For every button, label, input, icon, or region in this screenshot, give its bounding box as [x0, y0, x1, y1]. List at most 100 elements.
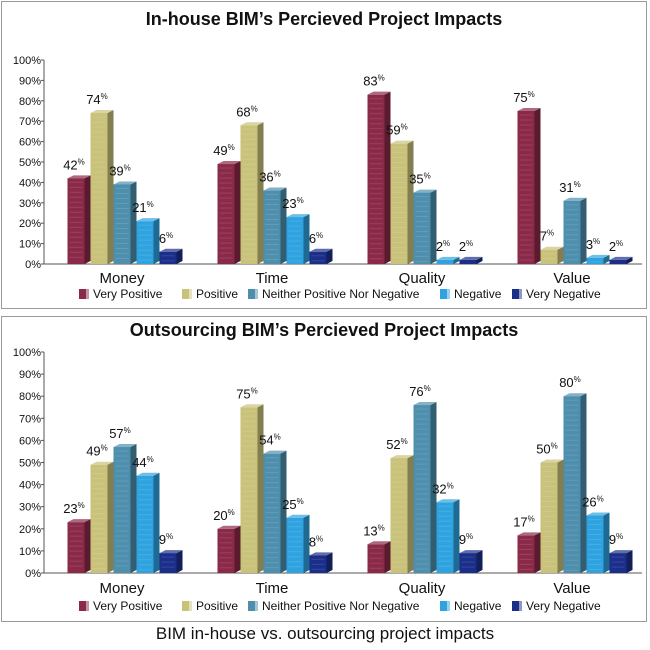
inhouse-chart-panel: In-house BIM’s Percieved Project Impacts… — [1, 1, 647, 309]
outsourcing-y-tick-label: 60% — [19, 435, 41, 447]
inhouse-data-label: 42% — [63, 157, 85, 172]
outsourcing-legend-label-positive: Positive — [196, 599, 238, 613]
inhouse-legend-swatch-positive — [182, 289, 189, 299]
outsourcing-bar-quality-very_positive — [367, 541, 391, 573]
outsourcing-bar-money-neither — [113, 444, 137, 573]
inhouse-data-label: 6% — [159, 231, 173, 246]
outsourcing-legend-swatch-very_positive — [79, 601, 86, 611]
inhouse-legend-swatch-very_negative — [512, 289, 519, 299]
outsourcing-y-tick-label: 40% — [19, 480, 41, 492]
outsourcing-category-label: Value — [553, 580, 590, 597]
inhouse-data-label: 49% — [213, 143, 235, 158]
inhouse-data-label: 23% — [282, 196, 304, 211]
outsourcing-bar-time-neither — [263, 450, 287, 573]
inhouse-data-label: 7% — [540, 229, 554, 244]
inhouse-bar-time-negative — [286, 214, 310, 264]
outsourcing-y-tick-label: 70% — [19, 413, 41, 425]
inhouse-legend: Very Positive Positive Neither Positive No… — [79, 287, 601, 301]
outsourcing-bar-time-very_positive — [217, 525, 241, 573]
outsourcing-data-label: 25% — [282, 497, 304, 512]
inhouse-y-tick-label: 60% — [19, 137, 41, 149]
outsourcing-chart-title: Outsourcing BIM’s Percieved Project Impa… — [130, 320, 518, 340]
figure-caption: BIM in-house vs. outsourcing project imp… — [155, 624, 495, 643]
inhouse-bar-money-negative — [136, 218, 160, 264]
inhouse-legend-label-positive: Positive — [196, 287, 238, 301]
inhouse-legend-swatch-neither — [248, 289, 255, 299]
outsourcing-data-label: 44% — [132, 455, 154, 470]
inhouse-bar-time-positive — [240, 122, 264, 264]
outsourcing-data-label: 8% — [309, 534, 323, 549]
inhouse-legend-swatch-very_positive — [79, 289, 86, 299]
outsourcing-legend-swatch-very_negative — [512, 601, 519, 611]
outsourcing-legend: Very Positive Positive Neither Positive No… — [79, 599, 601, 613]
outsourcing-legend-label-neither: Neither Positive Nor Negative — [262, 599, 420, 613]
inhouse-category-label: Money — [99, 270, 145, 287]
inhouse-bar-value-positive — [540, 246, 564, 264]
inhouse-data-label: 3% — [586, 237, 600, 252]
outsourcing-legend-label-very_positive: Very Positive — [93, 599, 163, 613]
inhouse-bar-quality-positive — [390, 140, 414, 264]
outsourcing-legend-swatch-positive — [182, 601, 189, 611]
inhouse-legend-swatch-negative — [440, 289, 447, 299]
inhouse-y-tick-label: 80% — [19, 96, 41, 108]
inhouse-bar-quality-negative — [436, 256, 460, 264]
inhouse-y-tick-label: 30% — [19, 198, 41, 210]
inhouse-bar-money-very_positive — [67, 175, 91, 264]
inhouse-bar-quality-neither — [413, 189, 437, 264]
outsourcing-bar-money-very_negative — [159, 550, 183, 573]
inhouse-bar-money-positive — [90, 110, 114, 264]
inhouse-bar-time-very_negative — [309, 248, 333, 264]
inhouse-data-label: 68% — [236, 104, 258, 119]
outsourcing-data-label: 80% — [559, 375, 581, 390]
inhouse-y-tick-label: 0% — [25, 259, 41, 271]
inhouse-bar-quality-very_positive — [367, 91, 391, 265]
outsourcing-data-label: 57% — [109, 426, 131, 441]
outsourcing-bar-value-positive — [540, 459, 564, 573]
outsourcing-y-tick-label: 10% — [19, 546, 41, 558]
outsourcing-data-label: 9% — [159, 532, 173, 547]
inhouse-bar-value-very_positive — [517, 108, 541, 264]
outsourcing-legend-label-negative: Negative — [454, 599, 502, 613]
inhouse-data-label: 6% — [309, 231, 323, 246]
outsourcing-bar-value-very_negative — [609, 550, 633, 573]
outsourcing-data-label: 13% — [363, 523, 385, 538]
outsourcing-data-label: 54% — [259, 433, 281, 448]
outsourcing-data-label: 26% — [582, 495, 604, 510]
inhouse-legend-label-very_negative: Very Negative — [526, 287, 601, 301]
outsourcing-chart-panel: Outsourcing BIM’s Percieved Project Impa… — [1, 316, 647, 622]
inhouse-category-label: Quality — [399, 270, 446, 287]
outsourcing-legend-swatch-neither — [248, 601, 255, 611]
outsourcing-data-label: 23% — [63, 501, 85, 516]
inhouse-y-tick-label: 90% — [19, 75, 41, 87]
inhouse-y-tick-label: 70% — [19, 116, 41, 128]
inhouse-data-label: 59% — [386, 123, 408, 138]
inhouse-bar-time-neither — [263, 187, 287, 264]
outsourcing-category-label: Quality — [399, 580, 446, 597]
outsourcing-bar-money-very_positive — [67, 519, 91, 573]
inhouse-legend-label-neither: Neither Positive Nor Negative — [262, 287, 420, 301]
inhouse-y-tick-label: 20% — [19, 218, 41, 230]
outsourcing-bar-value-very_positive — [517, 532, 541, 573]
outsourcing-bar-time-negative — [286, 514, 310, 573]
inhouse-data-label: 31% — [559, 180, 581, 195]
outsourcing-data-label: 9% — [459, 532, 473, 547]
inhouse-y-tick-label: 100% — [13, 55, 41, 67]
inhouse-chart: In-house BIM’s Percieved Project Impacts… — [13, 9, 642, 301]
outsourcing-y-tick-label: 20% — [19, 524, 41, 536]
inhouse-category-label: Time — [256, 270, 289, 287]
inhouse-data-label: 74% — [86, 92, 108, 107]
inhouse-legend-label-very_positive: Very Positive — [93, 287, 163, 301]
outsourcing-bar-time-positive — [240, 404, 264, 573]
outsourcing-data-label: 52% — [386, 437, 408, 452]
inhouse-data-label: 75% — [513, 90, 535, 105]
inhouse-data-label: 2% — [459, 239, 473, 254]
inhouse-data-label: 2% — [609, 239, 623, 254]
outsourcing-y-tick-label: 80% — [19, 391, 41, 403]
inhouse-data-label: 35% — [409, 172, 431, 187]
outsourcing-bar-money-negative — [136, 472, 160, 573]
inhouse-bar-money-neither — [113, 181, 137, 264]
outsourcing-data-label: 76% — [409, 384, 431, 399]
inhouse-category-label: Value — [553, 270, 590, 287]
outsourcing-data-label: 17% — [513, 514, 535, 529]
